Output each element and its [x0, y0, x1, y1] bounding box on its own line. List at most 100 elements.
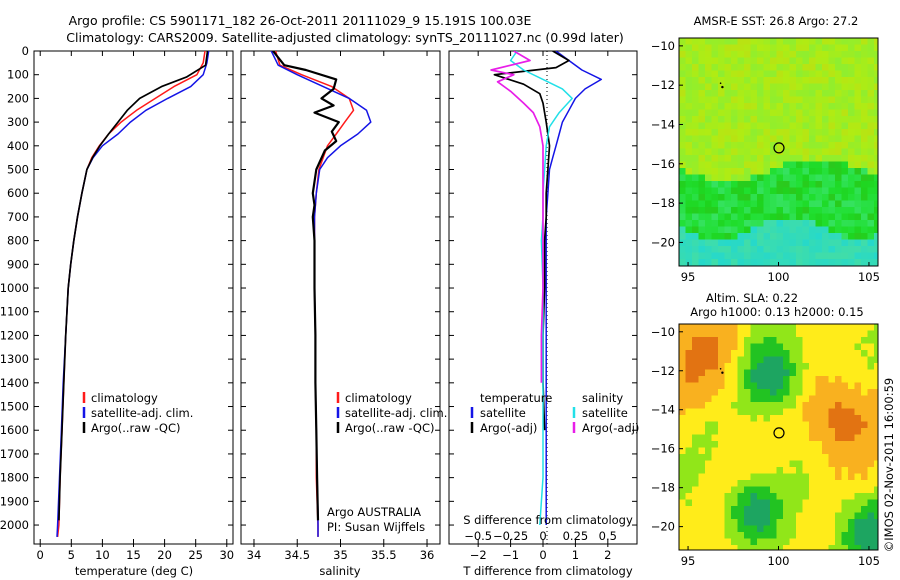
- map-cell: [731, 246, 739, 254]
- map-cell: [783, 363, 791, 371]
- map-cell: [789, 168, 797, 176]
- map-cell: [874, 415, 878, 423]
- map-cell: [783, 96, 791, 104]
- legend-label-climatology: climatology: [91, 391, 158, 405]
- map-cell: [724, 252, 732, 260]
- map-cell: [744, 207, 752, 215]
- map-cell: [750, 38, 758, 46]
- map-cell: [848, 330, 856, 338]
- map-cell: [776, 486, 784, 494]
- map-cell: [744, 96, 752, 104]
- map-y-tick-label: −20: [651, 520, 675, 534]
- map-cell: [783, 77, 791, 85]
- map-cell: [705, 96, 713, 104]
- map-cell: [737, 467, 745, 475]
- map-cell: [763, 480, 771, 488]
- map-cell: [848, 129, 856, 137]
- map-cell: [802, 135, 810, 143]
- map-cell: [711, 467, 719, 475]
- map-cell: [776, 44, 784, 52]
- map-cell: [835, 155, 843, 163]
- map-cell: [750, 389, 758, 397]
- map-cell: [848, 376, 856, 384]
- legend-label-satellite: satellite-adj. clim.: [91, 406, 193, 420]
- map-cell: [679, 252, 687, 260]
- map-cell: [861, 434, 869, 442]
- map-cell: [789, 246, 797, 254]
- map-cell: [770, 174, 778, 182]
- map-cell: [822, 174, 830, 182]
- map-cell: [698, 174, 706, 182]
- map-cell: [828, 142, 836, 150]
- map-cell: [796, 350, 804, 358]
- map-cell: [750, 538, 758, 546]
- map-cell: [744, 402, 752, 410]
- map-cell: [750, 486, 758, 494]
- map-cell: [737, 525, 745, 533]
- map-cell: [822, 480, 830, 488]
- map-cell: [874, 129, 878, 137]
- map-cell: [861, 369, 869, 377]
- map-cell: [874, 77, 878, 85]
- map-cell: [874, 148, 878, 156]
- map-cell: [698, 122, 706, 130]
- map-cell: [679, 116, 687, 124]
- map-cell: [789, 194, 797, 202]
- map-cell: [861, 402, 869, 410]
- map-cell: [750, 460, 758, 468]
- map-cell: [783, 324, 791, 332]
- map-cell: [809, 38, 817, 46]
- map-cell: [796, 441, 804, 449]
- map-cell: [874, 51, 878, 59]
- map-cell: [770, 428, 778, 436]
- map-cell: [841, 168, 849, 176]
- map-cell: [724, 415, 732, 423]
- map-cell: [789, 499, 797, 507]
- map-cell: [750, 109, 758, 117]
- map-cell: [835, 70, 843, 78]
- map-cell: [789, 512, 797, 520]
- map-cell: [724, 363, 732, 371]
- map-cell: [802, 155, 810, 163]
- map-cell: [835, 187, 843, 195]
- map-cell: [828, 389, 836, 397]
- map-cell: [731, 135, 739, 143]
- map-cell: [841, 506, 849, 514]
- map-cell: [841, 337, 849, 345]
- map-cell: [841, 103, 849, 111]
- map-cell: [796, 402, 804, 410]
- map-cell: [796, 135, 804, 143]
- map-cell: [705, 486, 713, 494]
- map-cell: [802, 389, 810, 397]
- map-cell: [750, 213, 758, 221]
- map-cell: [828, 226, 836, 234]
- map-cell: [822, 473, 830, 481]
- map-cell: [854, 252, 862, 260]
- map-cell: [718, 116, 726, 124]
- map-cell: [731, 148, 739, 156]
- map-cell: [815, 161, 823, 169]
- map-cell: [796, 181, 804, 189]
- map-cell: [757, 239, 765, 247]
- map-cell: [737, 77, 745, 85]
- map-cell: [679, 512, 687, 520]
- map-cell: [718, 129, 726, 137]
- map-cell: [750, 395, 758, 403]
- map-cell: [711, 265, 719, 266]
- map-cell: [874, 389, 878, 397]
- map-cell: [685, 57, 693, 65]
- map-cell: [867, 434, 875, 442]
- map-cell: [757, 324, 765, 332]
- map-cell: [815, 233, 823, 241]
- map-cell: [874, 155, 878, 163]
- map-cell: [789, 454, 797, 462]
- map-cell: [809, 148, 817, 156]
- map-cell: [867, 330, 875, 338]
- map-cell: [841, 252, 849, 260]
- map-cell: [750, 96, 758, 104]
- map-cell: [757, 90, 765, 98]
- map-cell: [848, 402, 856, 410]
- map-cell: [718, 213, 726, 221]
- map-cell: [698, 421, 706, 429]
- map-cell: [848, 70, 856, 78]
